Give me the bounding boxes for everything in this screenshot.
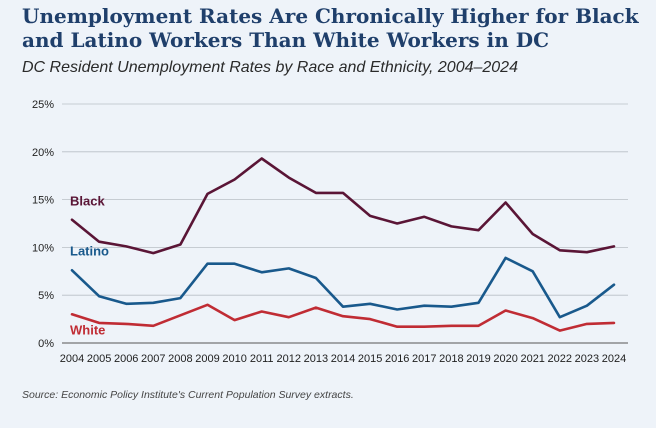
x-tick-label: 2020 [493, 353, 517, 365]
y-tick-label: 25% [32, 99, 54, 111]
x-tick-label: 2010 [222, 353, 246, 365]
x-tick-label: 2021 [520, 353, 544, 365]
x-tick-label: 2007 [141, 353, 165, 365]
y-tick-label: 10% [32, 242, 54, 254]
y-tick-label: 5% [38, 290, 54, 302]
x-tick-label: 2018 [439, 353, 463, 365]
x-tick-label: 2005 [87, 353, 111, 365]
series-label-black: Black [70, 194, 105, 209]
y-tick-label: 0% [38, 338, 54, 350]
chart-subtitle: DC Resident Unemployment Rates by Race a… [22, 59, 518, 76]
x-tick-label: 2008 [168, 353, 192, 365]
y-axis-ticks: 0% 5% 10% 15% 20% 25% [32, 99, 54, 350]
x-tick-label: 2012 [277, 353, 301, 365]
x-tick-label: 2016 [385, 353, 409, 365]
source-note: Source: Economic Policy Institute's Curr… [22, 389, 354, 401]
x-tick-label: 2004 [60, 353, 84, 365]
x-tick-label: 2023 [575, 353, 599, 365]
x-tick-label: 2011 [250, 353, 274, 365]
series-label-white: White [70, 322, 105, 337]
x-tick-label: 2013 [304, 353, 328, 365]
x-tick-label: 2015 [358, 353, 382, 365]
line-chart: 0% 5% 10% 15% 20% 25% 2004 2005 2006 2007 2008 200… [32, 99, 628, 365]
series-lines [70, 157, 616, 332]
chart-title: Unemployment Rates Are Chronically Highe… [22, 4, 639, 52]
x-tick-label: 2022 [548, 353, 572, 365]
series-line-black [70, 157, 616, 255]
series-labels: Black Latino White [70, 194, 109, 338]
x-tick-label: 2009 [195, 353, 219, 365]
series-line-latino [70, 256, 616, 319]
gridlines [62, 103, 628, 344]
x-axis-ticks: 2004 2005 2006 2007 2008 2009 2010 2011 2012 2013… [60, 353, 626, 365]
series-label-latino: Latino [70, 243, 109, 258]
series-line-white [70, 303, 616, 332]
y-tick-label: 15% [32, 195, 54, 207]
x-tick-label: 2014 [331, 353, 355, 365]
x-tick-label: 2017 [412, 353, 436, 365]
x-tick-label: 2024 [602, 353, 626, 365]
x-tick-label: 2006 [114, 353, 138, 365]
x-tick-label: 2019 [466, 353, 490, 365]
y-tick-label: 20% [32, 147, 54, 159]
